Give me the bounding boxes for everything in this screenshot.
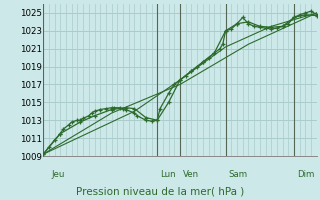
Text: Lun: Lun <box>160 170 176 179</box>
Text: Ven: Ven <box>183 170 199 179</box>
Text: Sam: Sam <box>228 170 248 179</box>
Text: Jeu: Jeu <box>52 170 65 179</box>
Text: Dim: Dim <box>297 170 314 179</box>
Text: Pression niveau de la mer( hPa ): Pression niveau de la mer( hPa ) <box>76 186 244 196</box>
